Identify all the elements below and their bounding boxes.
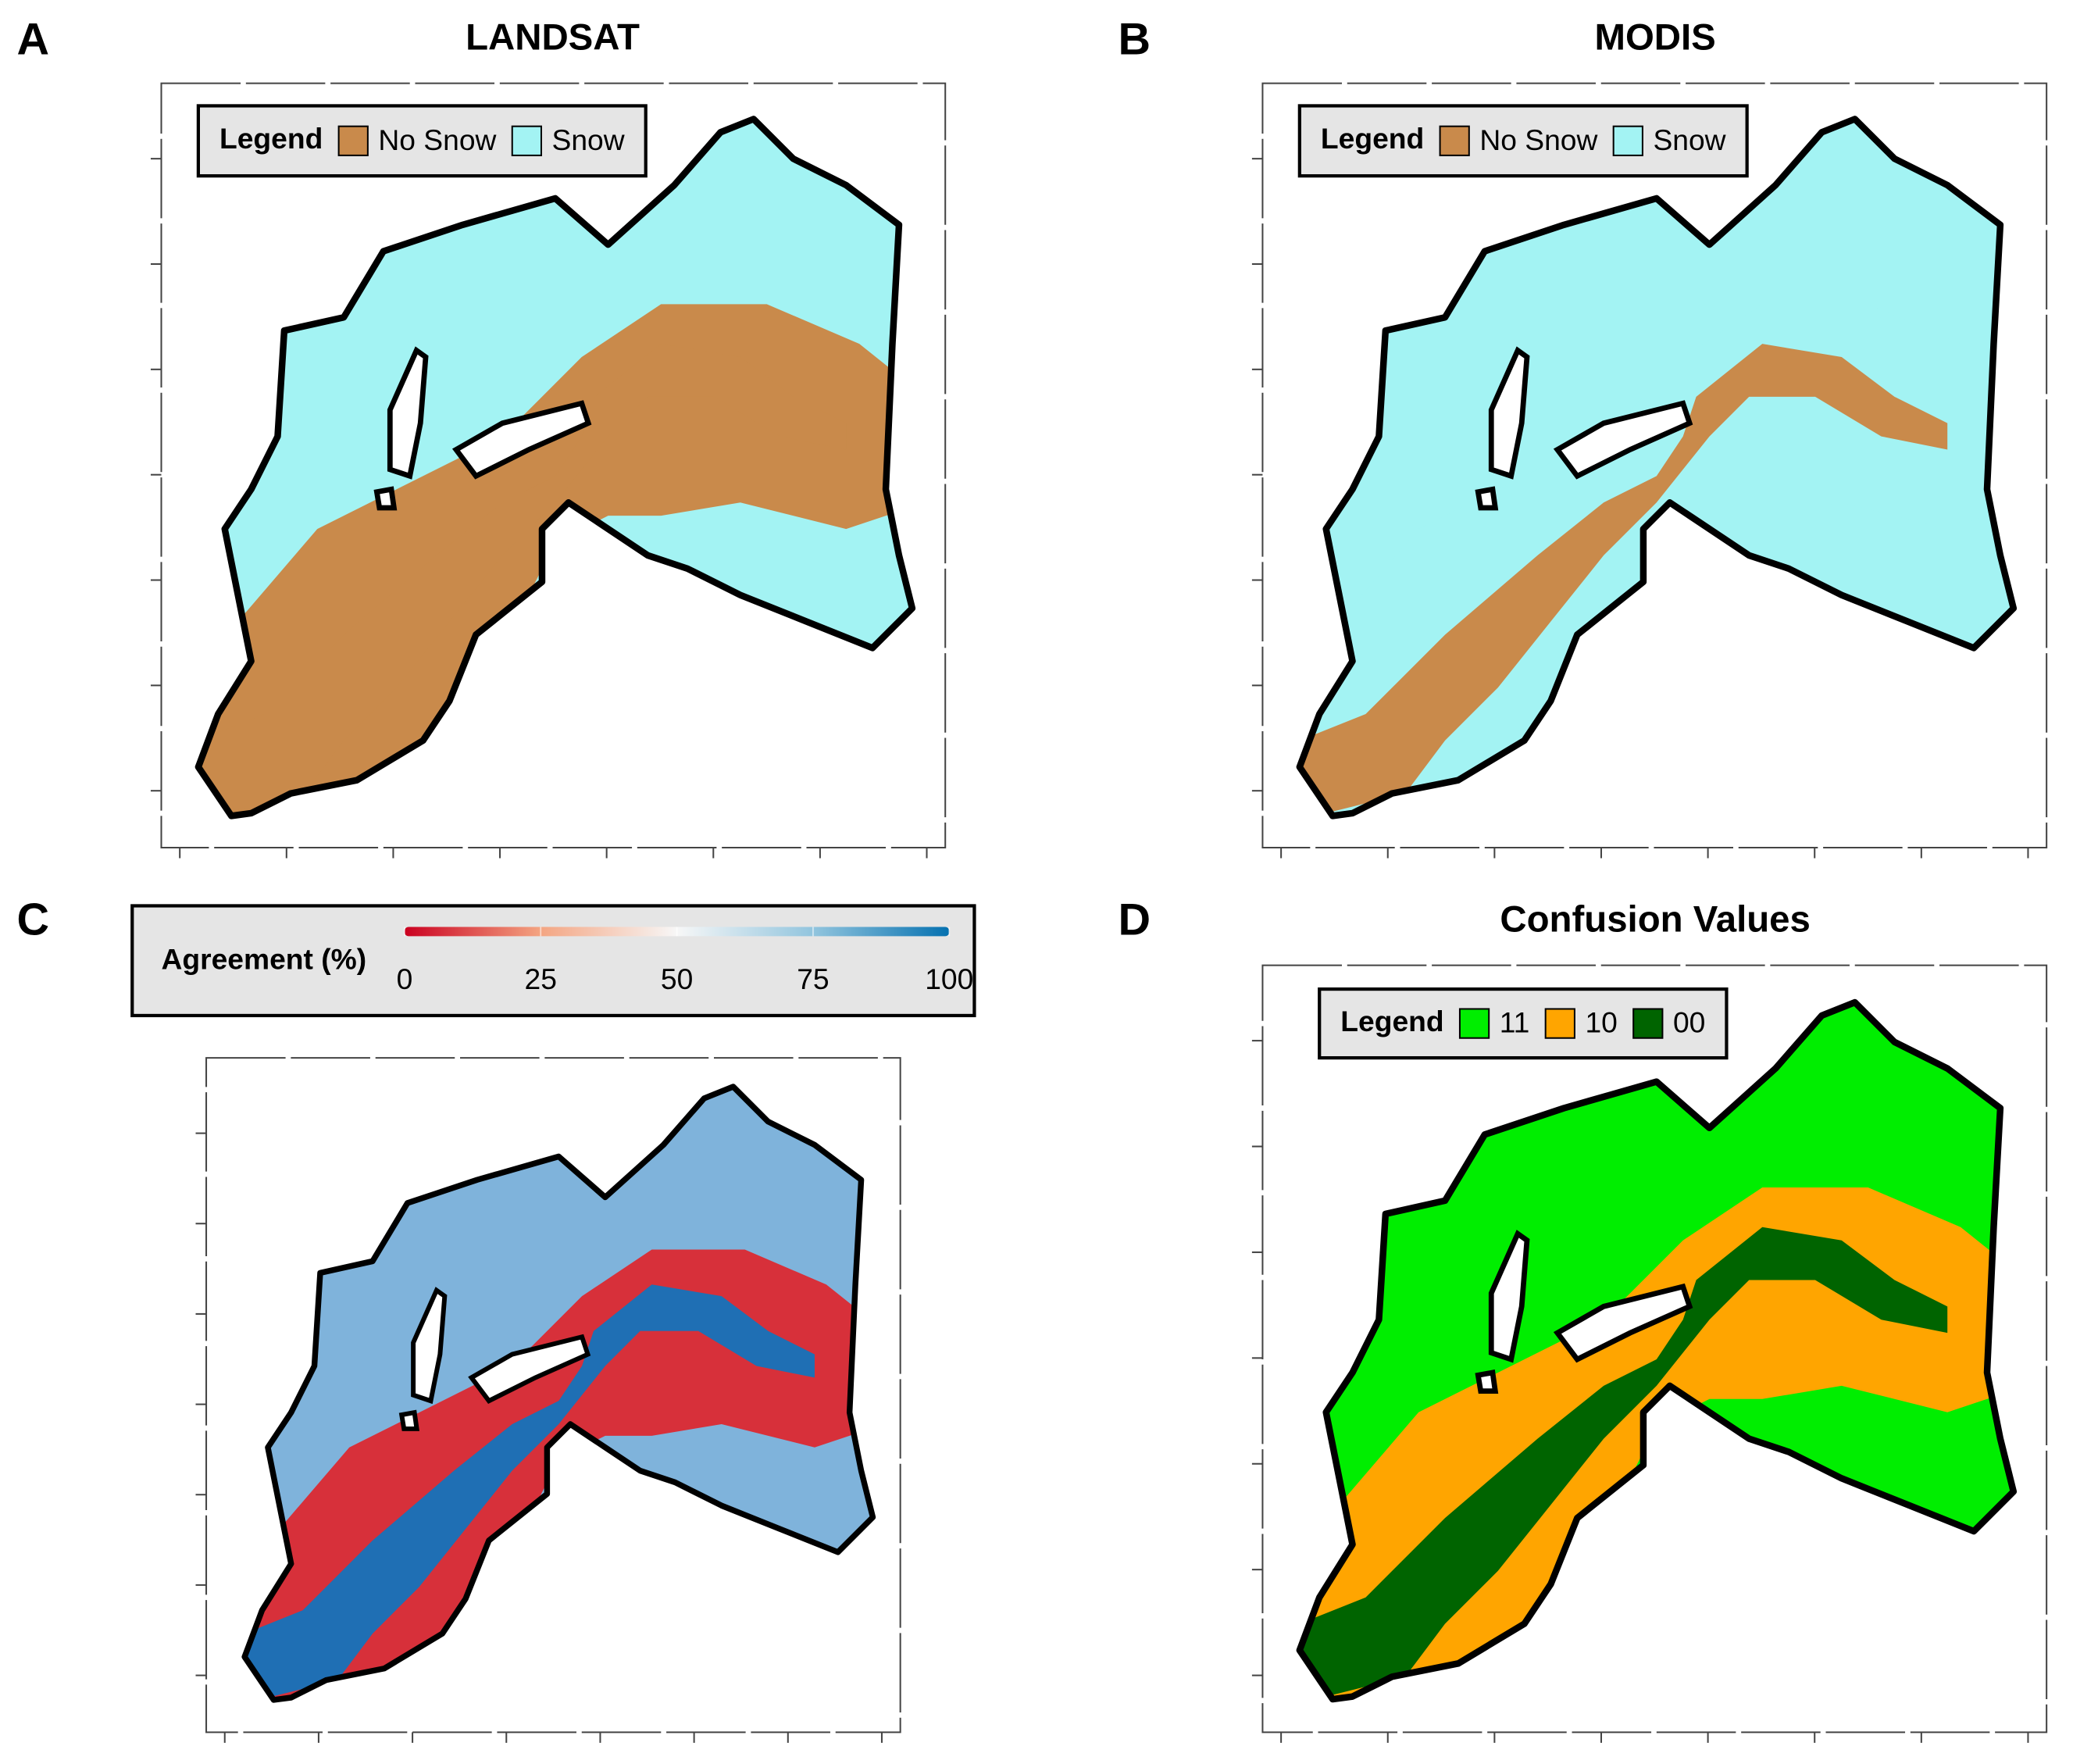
colorbar-box <box>130 904 976 1018</box>
map-frame <box>1261 964 2048 1734</box>
panel: D Confusion Values Legend 11 10 00 <box>1118 895 2048 1743</box>
basin-map <box>233 1087 884 1715</box>
region-core <box>244 1284 815 1700</box>
legend-label: No Snow <box>1479 123 1597 156</box>
panel-label: C <box>17 895 50 945</box>
colorbar-tick-label: 75 <box>797 962 829 995</box>
region-core <box>1299 344 1948 816</box>
colorbar-title: Agreement (%) <box>161 942 366 975</box>
legend-swatch <box>1544 1008 1575 1039</box>
basin-map <box>185 119 926 833</box>
legend-swatch <box>1632 1008 1664 1039</box>
map-frame <box>205 1057 901 1734</box>
lake <box>373 486 398 511</box>
region-core <box>198 344 847 816</box>
panel: A LANDSAT Legend No Snow Snow <box>17 14 947 859</box>
map-frame <box>1261 82 2048 849</box>
legend-label: 00 <box>1673 1006 1705 1039</box>
legend-title: Legend <box>219 122 323 155</box>
lake <box>398 1409 420 1431</box>
legend-swatch <box>1458 1008 1490 1039</box>
map-frame <box>160 82 947 849</box>
legend-title: Legend <box>1340 1005 1443 1037</box>
panel-label: D <box>1118 895 1151 945</box>
panel-title: LANDSAT <box>466 16 640 58</box>
legend-title: Legend <box>1321 122 1424 155</box>
legend-label: 11 <box>1500 1006 1530 1039</box>
panel: B MODIS Legend No Snow Snow <box>1118 14 2048 859</box>
lake <box>1488 1230 1530 1363</box>
legend-swatch <box>511 125 543 156</box>
basin-fill <box>244 1087 873 1700</box>
panel-label: B <box>1118 14 1151 64</box>
legend-label: 10 <box>1585 1006 1617 1039</box>
lake <box>1475 1369 1499 1394</box>
legend-label: No Snow <box>378 123 496 156</box>
legend-swatch <box>1439 125 1470 156</box>
basin-map <box>1286 119 2027 833</box>
region-core <box>1299 1227 1948 1700</box>
legend-box <box>196 104 648 178</box>
colorbar-tick-label: 50 <box>661 962 693 995</box>
basin-map <box>1286 1002 2027 1716</box>
colorbar-tick-label: 25 <box>525 962 557 995</box>
lake <box>1475 486 1499 511</box>
legend-box <box>1297 104 1749 178</box>
basin-fill <box>198 119 912 816</box>
legend-label: Snow <box>1653 123 1725 156</box>
lake <box>451 400 592 480</box>
legend-swatch <box>337 125 369 156</box>
lake <box>1553 1283 1693 1363</box>
lake <box>411 1287 448 1405</box>
colorbar-tick-label: 0 <box>397 962 413 995</box>
panel-title: Confusion Values <box>1500 898 1810 940</box>
lake <box>468 1334 591 1404</box>
panel-title: MODIS <box>1594 16 1715 58</box>
lake <box>387 346 429 480</box>
panel: C Agreement (%) 0 25 50 75 100 <box>17 895 976 1743</box>
basin-fill <box>1299 119 2014 816</box>
lake <box>1553 400 1693 480</box>
colorbar-tick-label: 100 <box>925 962 973 995</box>
lake <box>1488 346 1530 480</box>
legend-label: Snow <box>552 123 625 156</box>
legend-swatch <box>1612 125 1643 156</box>
panel-label: A <box>17 14 50 64</box>
basin-fill <box>1299 1002 2014 1700</box>
